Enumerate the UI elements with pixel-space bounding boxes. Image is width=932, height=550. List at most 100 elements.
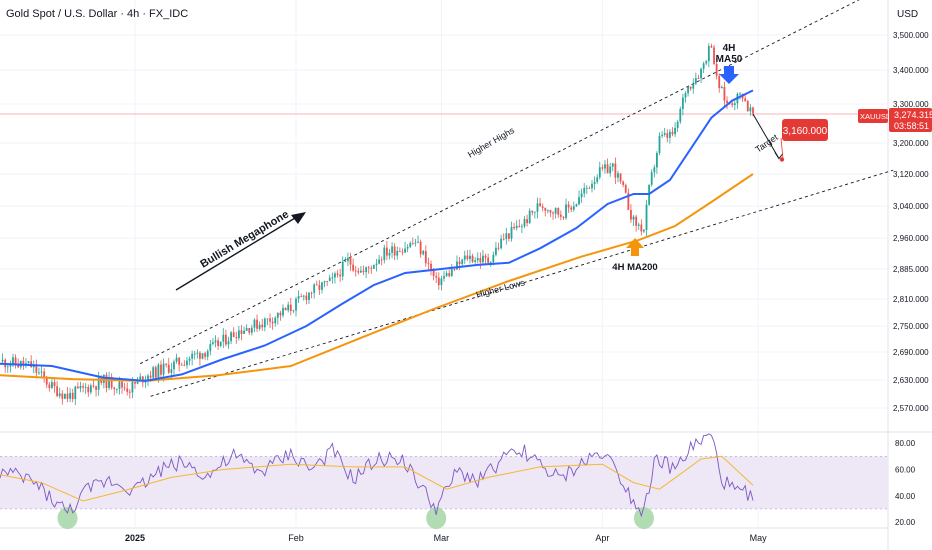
candle-body — [487, 257, 490, 263]
price-tick-label: 3,200.000 — [893, 139, 929, 148]
time-tick-label: May — [750, 533, 768, 543]
price-pane — [0, 0, 894, 406]
candle-body — [378, 259, 380, 264]
candle-body — [484, 255, 487, 258]
candle-body — [388, 252, 391, 256]
candle-body — [653, 167, 656, 173]
ma50-label-line2: MA50 — [716, 54, 743, 65]
rsi-oversold-marker — [57, 507, 78, 530]
price-tick-label: 2,960.000 — [893, 234, 929, 243]
candle-body — [38, 372, 40, 374]
candle-body — [536, 203, 539, 212]
candle-body — [352, 264, 355, 271]
candle-body — [554, 208, 557, 214]
candle-body — [87, 387, 90, 393]
candle-body — [266, 318, 269, 320]
rsi-line — [0, 433, 754, 518]
target-point — [779, 157, 785, 162]
candle-body — [671, 131, 674, 135]
candle-body — [497, 247, 500, 249]
candle-body — [349, 257, 352, 265]
time-tick-label: Feb — [288, 533, 304, 543]
candle-body — [557, 208, 560, 215]
candle-body — [245, 328, 248, 331]
candle-body — [95, 386, 97, 390]
candle-body — [731, 103, 734, 106]
candle-body — [656, 152, 658, 168]
candle-body — [178, 357, 181, 365]
candle-body — [505, 233, 508, 240]
candle-body — [679, 108, 682, 122]
price-tick-label: 2,885.000 — [893, 265, 929, 274]
candle-body — [523, 219, 526, 227]
candle-body — [157, 364, 160, 378]
rsi-ma-line — [0, 455, 754, 502]
target-badge: 3,160.000 — [782, 119, 828, 141]
candle-body — [697, 78, 700, 79]
candle-body — [175, 357, 178, 362]
candle-body — [409, 242, 412, 248]
candle-body — [650, 172, 653, 185]
rsi-oversold-marker — [426, 507, 447, 530]
candle-body — [263, 318, 266, 328]
candle-body — [347, 257, 349, 262]
candle-body — [746, 101, 749, 112]
candle-body — [611, 163, 614, 167]
ma50-line — [0, 89, 754, 382]
candle-body — [196, 352, 199, 354]
candle-body — [508, 233, 510, 239]
candle-body — [606, 164, 609, 174]
candle-body — [398, 250, 401, 252]
candle-body — [406, 247, 409, 249]
candle-body — [715, 63, 718, 76]
candle-body — [489, 262, 492, 263]
price-badge: XAUUSD 3,274.315 03:58:51 — [858, 108, 932, 132]
candle-body — [443, 276, 445, 279]
rsi-oversold-marker — [633, 507, 654, 530]
currency-label[interactable]: USD — [897, 9, 918, 20]
candle-body — [559, 214, 562, 217]
candle-body — [61, 393, 64, 399]
candle-body — [271, 321, 274, 324]
rsi-tick-label: 60.00 — [895, 465, 916, 474]
candle-body — [476, 258, 479, 261]
candle-body — [48, 384, 51, 388]
candle-body — [188, 358, 191, 361]
candle-body — [479, 258, 482, 263]
candle-body — [591, 183, 593, 189]
candle-body — [585, 187, 588, 189]
candle-body — [1, 359, 4, 362]
candle-body — [222, 334, 225, 342]
candle-body — [482, 255, 484, 263]
candle-body — [360, 270, 362, 273]
price-gridlines — [0, 0, 888, 528]
candle-body — [700, 68, 702, 79]
candle-body — [139, 376, 142, 380]
candle-body — [9, 364, 12, 367]
candle-body — [180, 364, 183, 366]
candle-body — [448, 273, 451, 277]
candle-body — [297, 296, 300, 299]
candle-body — [282, 307, 284, 316]
candle-body — [186, 360, 188, 366]
candle-body — [684, 93, 687, 98]
candle-body — [357, 270, 360, 273]
candle-body — [580, 193, 583, 198]
candle-body — [417, 241, 419, 243]
candle-body — [341, 261, 344, 277]
candle-body — [217, 340, 220, 346]
candle-body — [250, 327, 253, 333]
candle-body — [191, 353, 194, 359]
candle-body — [456, 261, 458, 270]
candle-body — [713, 47, 715, 64]
candle-body — [500, 238, 503, 249]
candle-body — [583, 187, 586, 194]
candle-body — [513, 226, 516, 229]
candle-body — [160, 364, 162, 375]
price-tick-label: 3,400.000 — [893, 66, 929, 75]
candle-body — [154, 367, 157, 378]
candle-body — [237, 330, 240, 339]
candle-body — [289, 304, 292, 311]
candle-body — [165, 363, 168, 365]
